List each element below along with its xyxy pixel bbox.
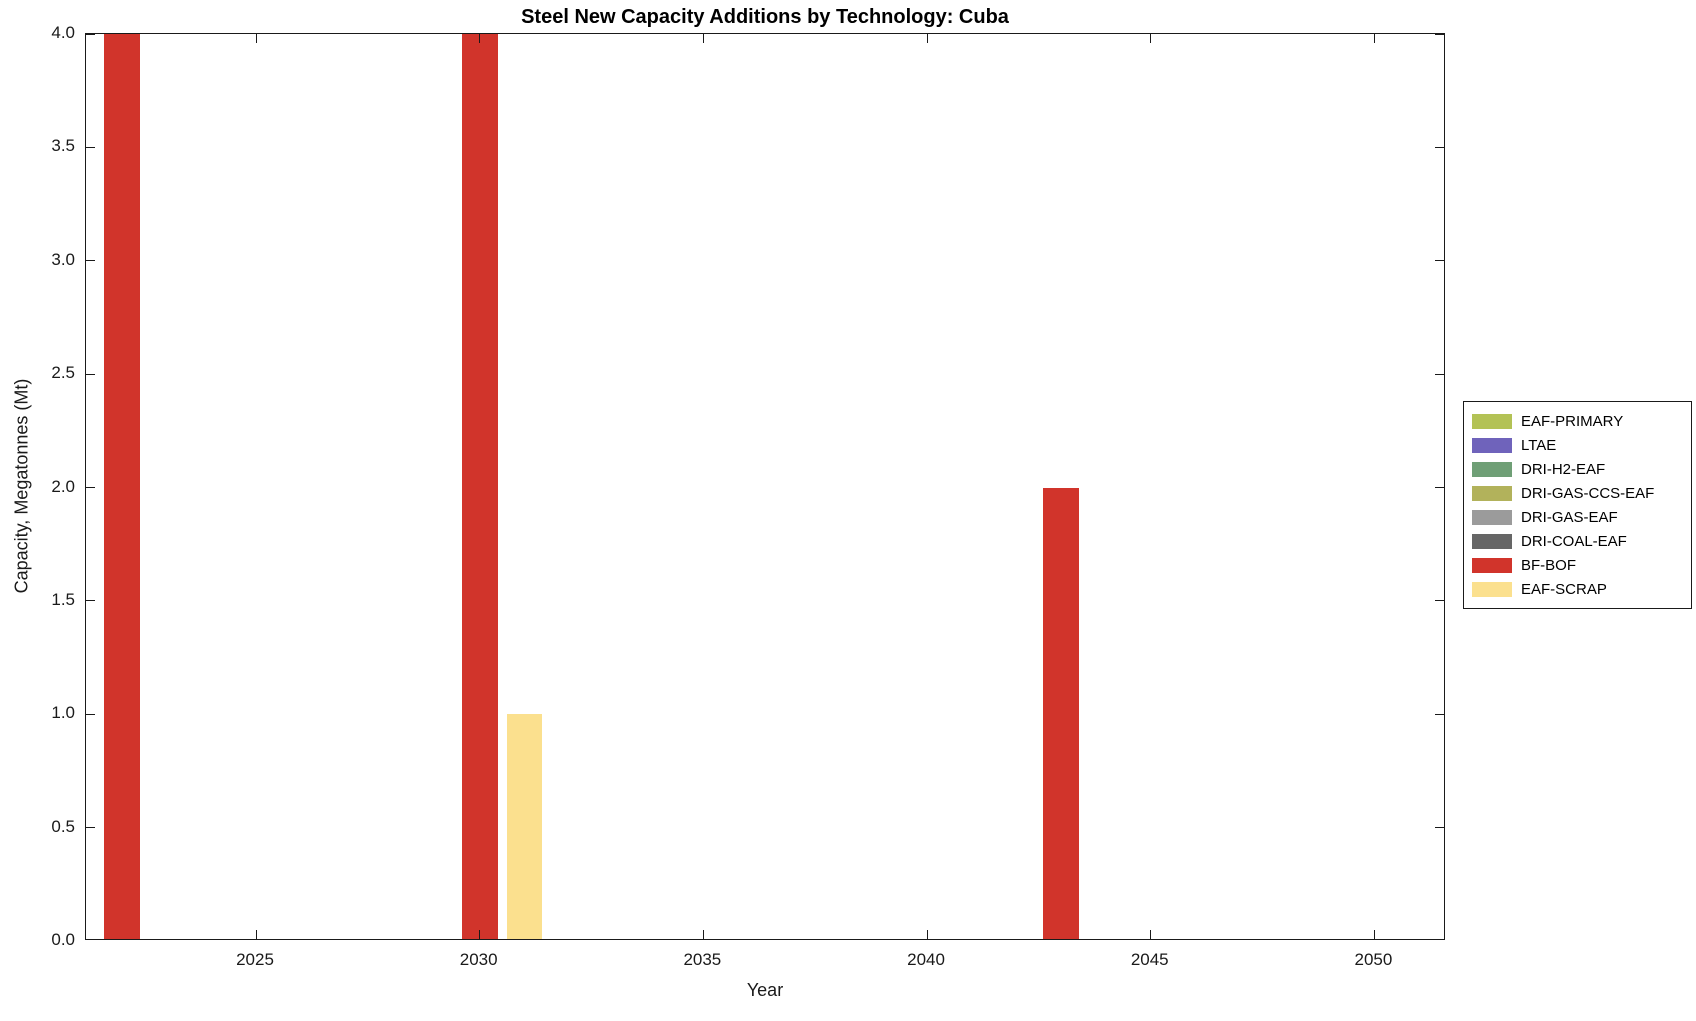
x-tick-label: 2035 — [683, 950, 722, 969]
legend-item-dri-coal-eaf: DRI-COAL-EAF — [1472, 529, 1683, 553]
x-tick-label: 2050 — [1354, 950, 1393, 969]
plot-area — [85, 33, 1445, 940]
x-tick-mark — [1373, 930, 1375, 939]
legend: EAF-PRIMARY LTAE DRI-H2-EAF DRI-GAS-CCS-EAF… — [1463, 401, 1692, 609]
legend-item-eaf-primary: EAF-PRIMARY — [1472, 409, 1683, 433]
y-tick-mark — [1435, 713, 1444, 715]
legend-swatch-dri-gas-ccs-eaf — [1472, 485, 1512, 501]
bar-bf-bof-2030 — [461, 34, 498, 939]
legend-label: DRI-COAL-EAF — [1521, 532, 1627, 550]
y-tick-mark — [86, 827, 95, 829]
legend-swatch-dri-coal-eaf — [1472, 533, 1512, 549]
x-tick-mark — [926, 930, 928, 939]
x-tick-mark — [926, 34, 928, 43]
y-tick-mark — [1435, 487, 1444, 488]
legend-item-bf-bof: BF-BOF — [1472, 553, 1683, 577]
y-tick-label: 2.5 — [51, 363, 75, 383]
y-tick-mark — [1435, 34, 1444, 35]
x-tick-mark — [702, 930, 704, 939]
legend-swatch-dri-h2-eaf — [1472, 461, 1512, 477]
x-tick-label: 2045 — [1130, 950, 1169, 969]
x-axis-label: Year — [746, 980, 784, 1000]
y-tick-mark — [86, 260, 95, 262]
legend-label: EAF-SCRAP — [1521, 580, 1607, 598]
y-tick-label: 1.0 — [51, 703, 75, 723]
y-tick-mark — [1435, 827, 1444, 829]
y-tick-label: 3.0 — [51, 249, 75, 269]
legend-label: EAF-PRIMARY — [1521, 412, 1624, 430]
legend-label: DRI-H2-EAF — [1521, 460, 1606, 478]
legend-label: BF-BOF — [1521, 556, 1576, 574]
x-tick-label: 2040 — [907, 950, 945, 969]
x-tick-mark — [1373, 34, 1375, 43]
x-tick-mark — [1150, 34, 1152, 43]
x-tick-mark — [479, 34, 481, 43]
bar-bf-bof-2043 — [1043, 487, 1080, 939]
chart-title: Steel New Capacity Additions by Technolo… — [521, 6, 1009, 28]
bar-eaf-scrap-2031 — [506, 714, 543, 939]
x-tick-mark — [255, 34, 257, 43]
x-tick-mark — [702, 34, 704, 43]
legend-swatch-eaf-scrap — [1472, 581, 1512, 597]
legend-item-dri-gas-eaf: DRI-GAS-EAF — [1472, 505, 1683, 529]
y-tick-mark — [86, 373, 95, 375]
y-tick-mark — [86, 487, 95, 488]
legend-swatch-eaf-primary — [1472, 413, 1512, 429]
y-tick-mark — [1435, 600, 1444, 602]
legend-swatch-bf-bof — [1472, 557, 1512, 573]
x-tick-mark — [1150, 930, 1152, 939]
y-tick-mark — [86, 600, 95, 602]
y-tick-label: 1.5 — [51, 589, 75, 609]
y-tick-mark — [1435, 260, 1444, 262]
y-tick-mark — [86, 713, 95, 715]
legend-label: DRI-GAS-EAF — [1521, 508, 1618, 526]
legend-label: DRI-GAS-CCS-EAF — [1521, 484, 1655, 502]
bar-bf-bof-2022 — [103, 34, 140, 939]
y-tick-label: 2.0 — [51, 476, 75, 496]
y-tick-label: 4.0 — [51, 23, 75, 42]
y-tick-label: 0.0 — [51, 930, 75, 949]
legend-item-eaf-scrap: EAF-SCRAP — [1472, 577, 1683, 601]
x-tick-label: 2030 — [459, 950, 498, 969]
legend-item-dri-gas-ccs-eaf: DRI-GAS-CCS-EAF — [1472, 481, 1683, 505]
legend-swatch-dri-gas-eaf — [1472, 509, 1512, 525]
x-tick-label: 2025 — [236, 950, 274, 969]
y-tick-mark — [86, 34, 95, 35]
legend-label: LTAE — [1521, 436, 1557, 454]
y-tick-label: 0.5 — [51, 816, 75, 836]
x-tick-mark — [479, 930, 481, 939]
x-tick-mark — [255, 930, 257, 939]
y-tick-mark — [1435, 146, 1444, 148]
legend-swatch-ltae — [1472, 437, 1512, 453]
legend-item-dri-h2-eaf: DRI-H2-EAF — [1472, 457, 1683, 481]
legend-item-ltae: LTAE — [1472, 433, 1683, 457]
y-tick-label: 3.5 — [51, 136, 75, 156]
y-tick-mark — [86, 146, 95, 148]
y-tick-mark — [1435, 373, 1444, 375]
